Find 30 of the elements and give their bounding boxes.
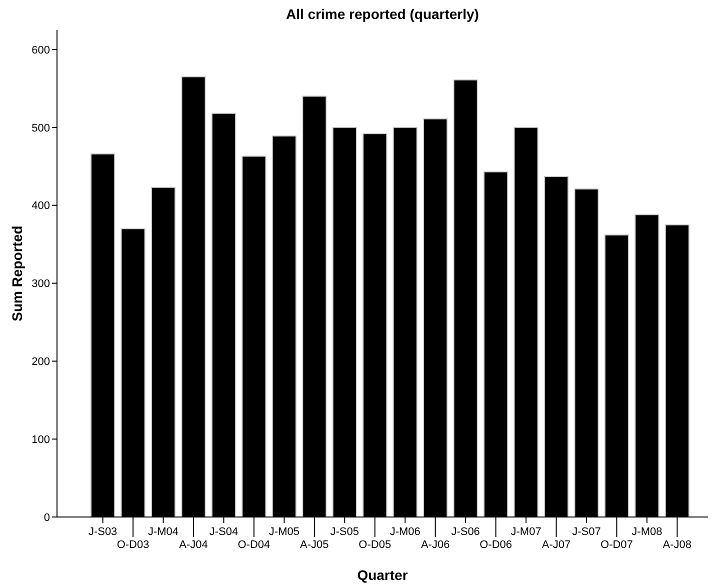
y-tick-label: 0 <box>44 512 50 524</box>
y-axis-title: Sum Reported <box>9 226 25 322</box>
y-tick-label: 500 <box>32 122 50 134</box>
x-tick-label: J-M08 <box>632 526 662 538</box>
x-tick-label: A-J04 <box>179 539 208 551</box>
x-tick-label: O-D03 <box>116 539 150 551</box>
x-tick-label: J-M04 <box>148 526 179 538</box>
x-tick-label: A-J07 <box>542 539 571 551</box>
y-tick-label: 300 <box>32 278 50 290</box>
x-tick-label: J-S05 <box>330 526 360 538</box>
x-tick-label: J-S06 <box>451 526 480 538</box>
x-tick-label: J-S07 <box>572 526 601 538</box>
y-tick-label: 400 <box>32 200 50 212</box>
x-tick-label: J-M07 <box>510 526 542 538</box>
x-tick-label: J-S03 <box>88 526 118 538</box>
y-tick-label: 200 <box>32 356 50 368</box>
x-tick-label: A-J06 <box>420 539 450 551</box>
y-tick-label: 600 <box>32 44 50 56</box>
x-tick-label: O-D07 <box>600 539 633 551</box>
x-tick-label: A-J08 <box>662 539 692 551</box>
x-tick-label: J-S04 <box>209 526 238 538</box>
x-tick-label: A-J05 <box>300 539 329 551</box>
x-tick-label: J-M06 <box>390 526 420 538</box>
x-tick-label: O-D06 <box>480 539 512 551</box>
x-tick-label: O-D05 <box>358 539 392 551</box>
x-tick-label: J-M05 <box>268 526 300 538</box>
x-axis-title: Quarter <box>357 567 408 583</box>
y-tick-label: 100 <box>32 434 50 446</box>
chart-title: All crime reported (quarterly) <box>286 6 479 22</box>
x-tick-label: O-D04 <box>238 539 270 551</box>
